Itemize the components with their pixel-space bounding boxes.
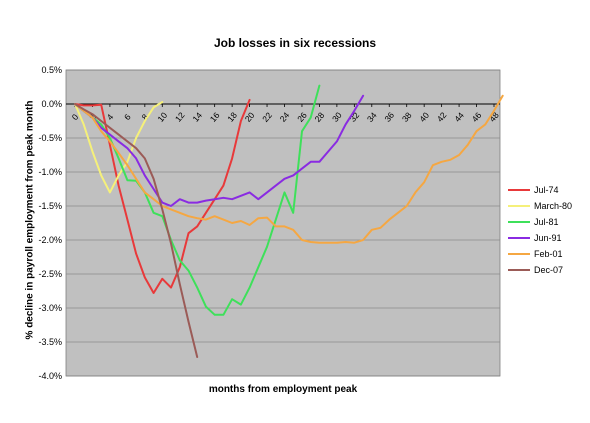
- plot-area: [66, 70, 500, 376]
- series-line-jul-74: [74, 98, 251, 294]
- legend-entry: Feb-01: [534, 249, 563, 259]
- y-tick-label: -3.5%: [38, 337, 62, 347]
- y-tick-label: -1.5%: [38, 201, 62, 211]
- legend: Jul-74 March-80 Jul-81 Jun-91 Feb-01 Dec-07: [508, 185, 572, 275]
- y-tick-label: -4.0%: [38, 371, 62, 381]
- legend-entry: Jul-81: [534, 217, 559, 227]
- series-line-jul-81: [74, 84, 321, 316]
- plot-border: [65, 69, 501, 377]
- y-tick-label: -0.5%: [38, 133, 62, 143]
- x-tick-label: 6: [122, 112, 133, 122]
- y-tick-label: -3.0%: [38, 303, 62, 313]
- series-lines: [74, 84, 504, 358]
- y-tick-label: -2.0%: [38, 235, 62, 245]
- x-tick-label: 8: [139, 112, 150, 122]
- legend-entry: Jul-74: [534, 185, 559, 195]
- y-tick-label: 0.5%: [41, 65, 62, 75]
- x-tick-label: 4: [105, 112, 116, 122]
- x-axis-label: months from employment peak: [208, 384, 358, 395]
- y-tick-label: 0.0%: [41, 99, 62, 109]
- series-line-dec-07: [74, 103, 199, 358]
- series-line-jun-91: [74, 94, 365, 207]
- legend-entry: Dec-07: [534, 265, 563, 275]
- x-tick-label: 0: [70, 112, 81, 122]
- y-tick-label: -1.0%: [38, 167, 62, 177]
- legend-entry: Jun-91: [534, 233, 562, 243]
- y-tick-label: -2.5%: [38, 269, 62, 279]
- legend-entry: March-80: [534, 201, 572, 211]
- series-line-feb-01: [74, 94, 504, 244]
- series-line-march-80: [74, 101, 164, 194]
- chart-title: Job losses in six recessions: [213, 36, 377, 50]
